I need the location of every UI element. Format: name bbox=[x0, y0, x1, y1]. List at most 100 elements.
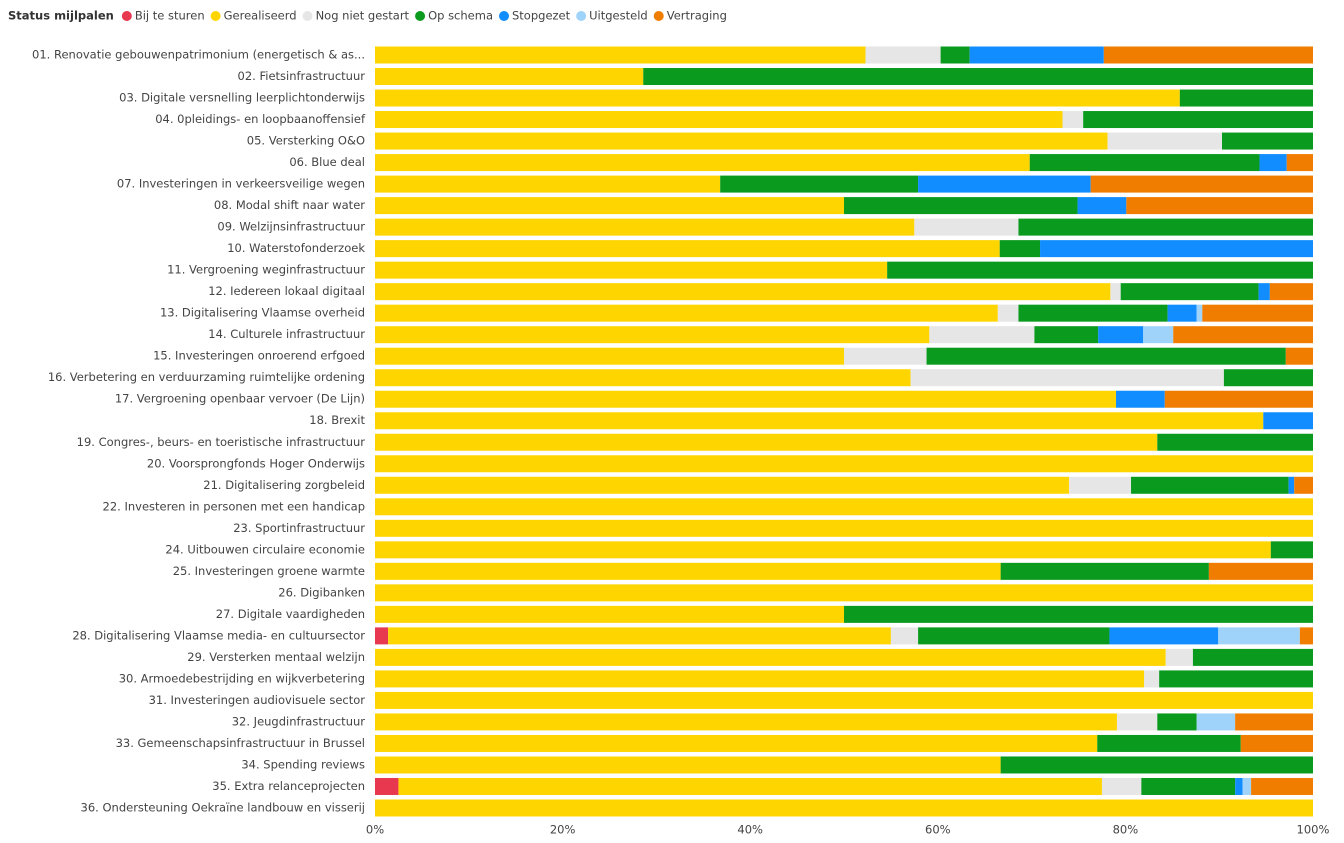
bar-segment bbox=[375, 476, 1070, 494]
y-tick-label: 30. Armoedebestrijding en wijkverbeterin… bbox=[119, 671, 365, 685]
legend-label: Stopgezet bbox=[512, 9, 571, 23]
bar-segment bbox=[375, 433, 1158, 451]
y-tick-label: 33. Gemeenschapsinfrastructuur in Brusse… bbox=[116, 736, 365, 750]
bar-segment bbox=[375, 584, 1313, 602]
bar-segment bbox=[1034, 326, 1099, 344]
bar-segment bbox=[398, 777, 1102, 795]
bar-segment bbox=[1018, 304, 1168, 322]
bar-segment bbox=[1196, 304, 1203, 322]
y-tick-label: 31. Investeringen audiovisuele sector bbox=[149, 693, 366, 707]
bar-segment bbox=[375, 46, 866, 64]
bar-segment bbox=[1101, 777, 1142, 795]
y-tick-label: 17. Vergroening openbaar vervoer (De Lij… bbox=[115, 392, 365, 406]
bar-segment bbox=[375, 455, 1313, 473]
legend-label: Bij te sturen bbox=[135, 9, 205, 23]
bar-segment bbox=[1164, 390, 1313, 408]
bar-segment bbox=[375, 390, 1117, 408]
bar-segment bbox=[1083, 111, 1313, 129]
y-tick-label: 06. Blue deal bbox=[289, 155, 365, 169]
bar-segment bbox=[890, 627, 919, 645]
bar-segment bbox=[865, 46, 941, 64]
y-tick-label: 03. Digitale versnelling leerplichtonder… bbox=[119, 91, 365, 105]
bar-segment bbox=[887, 261, 1313, 279]
y-tick-label: 29. Versterken mentaal welzijn bbox=[187, 650, 365, 664]
bar-segment bbox=[1018, 218, 1313, 236]
y-tick-label: 08. Modal shift naar water bbox=[214, 198, 365, 212]
bar-segment bbox=[1116, 713, 1158, 731]
y-tick-label: 16. Verbetering en verduurzaming ruimtel… bbox=[48, 370, 365, 384]
bar-segment bbox=[844, 347, 927, 365]
bar-segment bbox=[388, 627, 891, 645]
bar-segment bbox=[1110, 283, 1121, 301]
bar-segment bbox=[1173, 326, 1313, 344]
bar-segment bbox=[918, 175, 1091, 193]
bar-segment bbox=[375, 713, 1117, 731]
y-tick-label: 02. Fietsinfrastructuur bbox=[238, 69, 366, 83]
bar-segment bbox=[1269, 283, 1313, 301]
bar-segment bbox=[1098, 326, 1144, 344]
y-tick-label: 22. Investeren in personen met een handi… bbox=[103, 499, 365, 513]
bar-segment bbox=[375, 627, 389, 645]
legend-label: Gerealiseerd bbox=[224, 9, 297, 23]
bar-segment bbox=[1107, 132, 1223, 150]
legend-label: Uitgesteld bbox=[589, 9, 648, 23]
bar-segment bbox=[1179, 89, 1313, 107]
bar-segment bbox=[940, 46, 970, 64]
y-tick-label: 24. Uitbouwen circulaire economie bbox=[165, 542, 365, 556]
y-tick-label: 04. 0pleidings- en loopbaanoffensief bbox=[155, 112, 366, 126]
bar-segment bbox=[1192, 648, 1313, 666]
bar-segment bbox=[1120, 283, 1259, 301]
bar-segment bbox=[375, 562, 1001, 580]
bar-segment bbox=[1144, 670, 1160, 688]
y-tick-label: 36. Ondersteuning Oekraïne landbouw en v… bbox=[81, 801, 365, 815]
bar-segment bbox=[1097, 734, 1241, 752]
bar-segment bbox=[375, 605, 844, 623]
bar-segment bbox=[375, 691, 1313, 709]
bar-segment bbox=[375, 261, 888, 279]
bar-segment bbox=[375, 154, 1030, 172]
y-tick-label: 13. Digitalisering Vlaamse overheid bbox=[160, 306, 365, 320]
bar-segment bbox=[375, 68, 644, 86]
bar-segment bbox=[1242, 777, 1252, 795]
bar-segment bbox=[1208, 562, 1313, 580]
bar-segment bbox=[1069, 476, 1132, 494]
bar-segment bbox=[1143, 326, 1174, 344]
y-tick-label: 23. Sportinfrastructuur bbox=[233, 521, 365, 535]
bar-segment bbox=[1126, 197, 1313, 215]
bar-segment bbox=[375, 648, 1166, 666]
legend-marker bbox=[302, 11, 313, 21]
bar-segment bbox=[375, 132, 1108, 150]
bar-segment bbox=[1000, 562, 1209, 580]
bar-segment bbox=[1141, 777, 1236, 795]
bar-segment bbox=[1165, 648, 1193, 666]
bar-segment bbox=[1223, 369, 1313, 387]
bar-segment bbox=[1103, 46, 1313, 64]
bar-segment bbox=[1251, 777, 1313, 795]
bar-segment bbox=[375, 498, 1313, 516]
bar-segment bbox=[375, 304, 998, 322]
bar-segment bbox=[1270, 541, 1313, 559]
bar-segment bbox=[1285, 347, 1313, 365]
y-tick-label: 05. Versterking O&O bbox=[247, 134, 365, 148]
bar-segment bbox=[1131, 476, 1289, 494]
bar-segment bbox=[999, 240, 1041, 258]
bar-segment bbox=[918, 627, 1110, 645]
x-tick-label: 20% bbox=[550, 823, 576, 837]
bar-segment bbox=[1157, 713, 1197, 731]
y-tick-label: 20. Voorsprongfonds Hoger Onderwijs bbox=[147, 456, 365, 470]
legend-label: Nog niet gestart bbox=[316, 9, 410, 23]
bar-segment bbox=[643, 68, 1313, 86]
legend-marker bbox=[415, 11, 426, 21]
bar-segment bbox=[375, 240, 1000, 258]
y-tick-label: 32. Jeugdinfrastructuur bbox=[232, 714, 366, 728]
bar-segment bbox=[1235, 713, 1313, 731]
y-tick-label: 01. Renovatie gebouwenpatrimonium (energ… bbox=[32, 48, 365, 62]
bar-segment bbox=[929, 326, 1035, 344]
bar-segment bbox=[1222, 132, 1313, 150]
x-tick-label: 40% bbox=[737, 823, 763, 837]
bar-segment bbox=[375, 777, 399, 795]
legend-label: Vertraging bbox=[667, 9, 727, 23]
bar-segment bbox=[969, 46, 1104, 64]
bar-segment bbox=[1259, 154, 1287, 172]
bar-segment bbox=[375, 519, 1313, 537]
